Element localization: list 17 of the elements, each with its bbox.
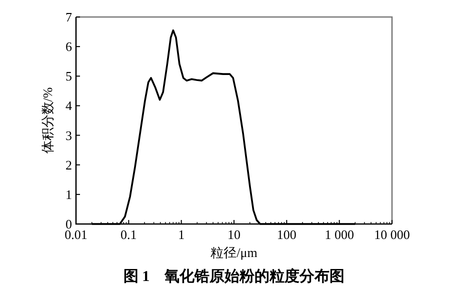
y-tick-label: 7 [66,10,72,24]
y-tick-label: 6 [66,39,72,54]
y-tick-label: 1 [66,186,72,202]
x-tick-label: 1 000 [324,227,354,242]
x-tick-label: 1 [178,227,185,242]
x-tick-label: 10 000 [374,227,410,242]
x-tick-label: 0.1 [120,227,137,242]
y-axis-title: 体积分数/% [40,87,55,154]
x-tick-label: 10 [228,227,240,242]
y-tick-label: 4 [66,98,72,114]
y-tick-label: 0 [66,216,72,232]
y-tick-label: 2 [66,157,72,172]
x-axis-title: 粒径/μm [210,245,258,260]
x-tick-label: 100 [276,227,296,242]
y-tick-label: 3 [66,128,72,143]
y-tick-label: 5 [66,68,72,84]
text: 图 1 氧化锆原始粉的粒度分布图 [123,267,345,285]
